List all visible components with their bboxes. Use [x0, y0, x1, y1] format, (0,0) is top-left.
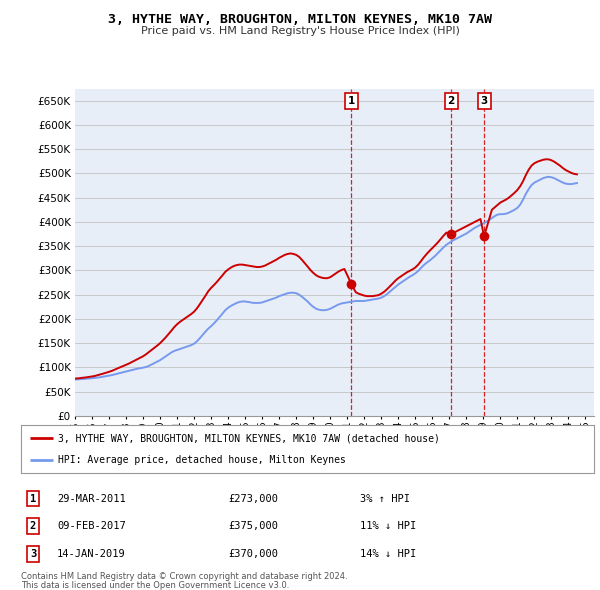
Text: 14% ↓ HPI: 14% ↓ HPI	[360, 549, 416, 559]
Text: This data is licensed under the Open Government Licence v3.0.: This data is licensed under the Open Gov…	[21, 581, 289, 590]
Text: £370,000: £370,000	[228, 549, 278, 559]
Text: 3: 3	[481, 96, 488, 106]
Text: 29-MAR-2011: 29-MAR-2011	[57, 494, 126, 503]
Text: £375,000: £375,000	[228, 522, 278, 531]
Text: HPI: Average price, detached house, Milton Keynes: HPI: Average price, detached house, Milt…	[58, 455, 346, 465]
Text: Price paid vs. HM Land Registry's House Price Index (HPI): Price paid vs. HM Land Registry's House …	[140, 26, 460, 36]
Text: £273,000: £273,000	[228, 494, 278, 503]
Text: 1: 1	[30, 494, 36, 503]
Text: 09-FEB-2017: 09-FEB-2017	[57, 522, 126, 531]
Text: 3: 3	[30, 549, 36, 559]
Text: 2: 2	[448, 96, 455, 106]
Text: 14-JAN-2019: 14-JAN-2019	[57, 549, 126, 559]
Text: 3% ↑ HPI: 3% ↑ HPI	[360, 494, 410, 503]
Text: 3, HYTHE WAY, BROUGHTON, MILTON KEYNES, MK10 7AW (detached house): 3, HYTHE WAY, BROUGHTON, MILTON KEYNES, …	[58, 433, 440, 443]
Text: 3, HYTHE WAY, BROUGHTON, MILTON KEYNES, MK10 7AW: 3, HYTHE WAY, BROUGHTON, MILTON KEYNES, …	[108, 13, 492, 26]
Text: 11% ↓ HPI: 11% ↓ HPI	[360, 522, 416, 531]
Text: Contains HM Land Registry data © Crown copyright and database right 2024.: Contains HM Land Registry data © Crown c…	[21, 572, 347, 581]
Text: 1: 1	[347, 96, 355, 106]
Text: 2: 2	[30, 522, 36, 531]
